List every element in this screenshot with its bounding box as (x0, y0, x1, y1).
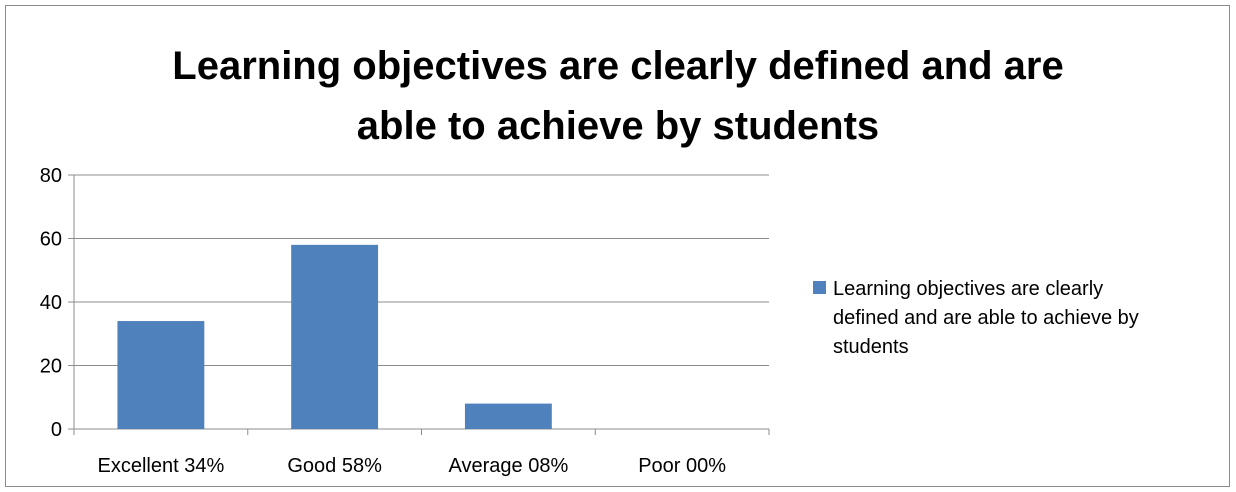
x-category-label: Good 58% (287, 455, 382, 477)
legend: Learning objectives are clearly defined a… (813, 278, 1139, 358)
chart-title-line-1: Learning objectives are clearly defined … (172, 44, 1064, 88)
x-category-label: Average 08% (449, 455, 569, 477)
legend-label-line: Learning objectives are clearly (833, 278, 1103, 300)
y-tick-label: 20 (40, 356, 62, 378)
legend-label-line: students (833, 336, 909, 358)
bar (117, 321, 205, 429)
chart-frame (5, 5, 1230, 487)
bars (117, 244, 552, 429)
y-tick-label: 40 (40, 292, 62, 314)
chart-title-line-2: able to achieve by students (356, 104, 880, 148)
chart-title: Learning objectives are clearly defined … (0, 36, 1236, 156)
bar (464, 403, 552, 429)
legend-label-line: defined and are able to achieve by (833, 307, 1139, 329)
axis-labels: 0 20 40 60 80 Excellent 34% Good 58% Average 08… (40, 165, 727, 477)
y-tick-label: 0 (51, 419, 62, 441)
y-tick-label: 80 (40, 165, 62, 187)
bar (291, 244, 379, 429)
y-tick-label: 60 (40, 229, 62, 251)
legend-swatch (813, 281, 826, 294)
gridlines (74, 174, 769, 366)
x-category-label: Poor 00% (638, 455, 726, 477)
x-category-label: Excellent 34% (98, 455, 225, 477)
